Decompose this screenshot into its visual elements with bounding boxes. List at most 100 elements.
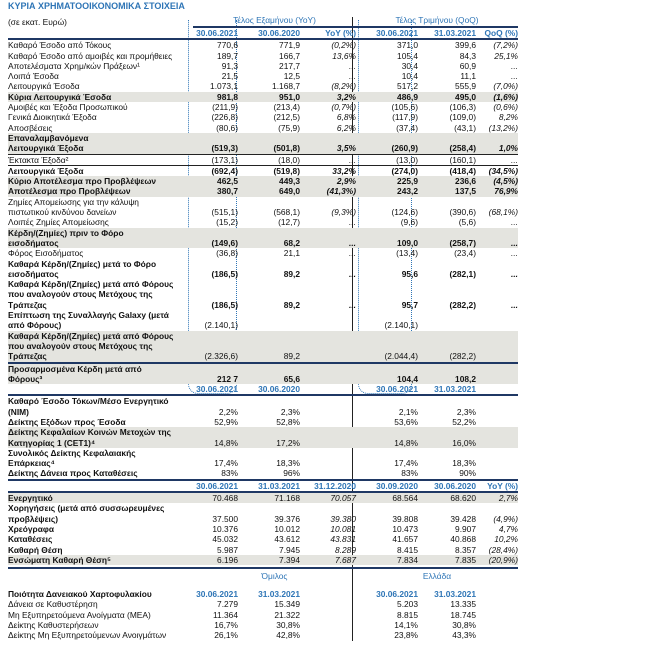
cell-value: 60,9 <box>459 60 476 71</box>
cell-value: (23,4) <box>454 248 476 259</box>
cell-value: 462,5 <box>217 176 238 187</box>
cell-value: 4,7% <box>498 523 518 534</box>
cell-value: 770,6 <box>217 40 238 51</box>
cell-value: (282,1) <box>449 268 476 279</box>
table-row: Χορηγήσεις (μετά από συσσωρευμένες προβλ… <box>8 503 518 524</box>
cell-value: 39.428 <box>450 513 476 524</box>
cell-value: (34,5%) <box>488 165 518 176</box>
row-label: Δείκτης Εξόδων προς Έσοδα <box>8 416 126 427</box>
table-row: Καθαρό Έσοδο από Τόκους 770,6 771,9 (0,2%) 3… <box>8 40 518 50</box>
row-label: Δείκτης Μη Εξυπηρετούμενων Ανοιγμάτων <box>8 630 167 641</box>
row-label: Καθαρό Έσοδο από αμοιβές και προμήθειες <box>8 50 173 61</box>
table-row: Ενσώματη Καθαρή Θέση⁵ 6.196 7.394 7.687 7.83… <box>8 554 518 566</box>
cell-value: 8.289 <box>335 544 356 555</box>
column-header: 31.12.2020 <box>314 480 356 491</box>
cell-value: 41.657 <box>392 534 418 545</box>
cell-value: 7.945 <box>279 544 300 555</box>
cell-value: (75,9) <box>278 122 300 133</box>
cell-value: 39.376 <box>274 513 300 524</box>
cell-value: 39.380 <box>330 513 356 524</box>
cell-value: 43,3% <box>452 630 476 641</box>
table-row: Καθαρά Κέρδη/(Ζημίες) μετά από Φόρους πο… <box>8 330 518 362</box>
table-row: Λειτουργικά Έσοδα 1.073,1 1.168,7 (8,2%) 517… <box>8 81 518 91</box>
row-label: Λοιπές Ζημίες Απομείωσης <box>8 217 109 228</box>
cell-value: (173,1) <box>211 154 238 165</box>
column-header: 31.03.2021 <box>434 589 476 600</box>
cell-value: 52,9% <box>214 416 238 427</box>
cell-value: 5.203 <box>397 599 418 610</box>
highlight-box-quarter <box>358 20 412 394</box>
cell-value: (20,9%) <box>488 554 518 565</box>
cell-value: 5.987 <box>217 544 238 555</box>
cell-value: 95,6 <box>401 268 418 279</box>
cell-value: (9,6) <box>400 217 418 228</box>
table-row: Επίπτωση της Συναλλαγής Galaxy (μετά από… <box>8 310 518 331</box>
cell-value: 105,4 <box>397 50 418 61</box>
cell-value: 84,3 <box>459 50 476 61</box>
table-row: Επαναλαμβανόμενα Λειτουργικά Έξοδα (519,3… <box>8 132 518 154</box>
cell-value: (28,4%) <box>488 544 518 555</box>
cell-value: ... <box>511 299 518 310</box>
row-label: Λοιπά Έσοδα <box>8 71 59 82</box>
column-header-row: Ποιότητα Δανειακού Χαρτοφυλακίου 30.06.20… <box>8 589 518 599</box>
cell-value: 30,8% <box>276 620 300 631</box>
cell-value: 68,2 <box>283 237 300 248</box>
table-row: Καθαρό Έσοδο από αμοιβές και προμήθειες 1… <box>8 51 518 61</box>
cell-value: (12,7) <box>278 217 300 228</box>
cell-value: 16,0% <box>452 437 476 448</box>
cell-value: 65,6 <box>283 373 300 384</box>
unit-label: (σε εκατ. Ευρώ) <box>8 17 67 27</box>
cell-value: (0,2%) <box>331 40 356 51</box>
row-label: Κύριο Αποτέλεσμα προ Προβλέψεων <box>8 176 157 187</box>
table-row: Αποτέλεσμα προ Προβλέψεων 380,7 649,0 (41,3… <box>8 186 518 197</box>
column-header: 30.06.2021 <box>196 589 238 600</box>
cell-value: (1,6%) <box>493 91 518 102</box>
cell-value: (282,2) <box>449 351 476 362</box>
cell-value: 68.564 <box>392 493 418 504</box>
cell-value: (568,1) <box>273 207 300 218</box>
cell-value: ... <box>349 248 356 259</box>
cell-value: 8.815 <box>397 609 418 620</box>
cell-value: 449,3 <box>279 176 300 187</box>
income-statement-section: 30.06.2021 30.06.2020 YoY (%) 30.06.2021 31.… <box>8 28 518 385</box>
cell-value: ... <box>349 237 356 248</box>
row-label: Έκτακτα Έξοδα² <box>8 154 69 165</box>
cell-value: (515,1) <box>211 207 238 218</box>
cell-value: 380,7 <box>217 186 238 197</box>
cell-value: 91,3 <box>221 60 238 71</box>
cell-value: 23,8% <box>394 630 418 641</box>
table-row: Ζημίες Απομείωσης για την κάλυψη πιστωτι… <box>8 197 518 218</box>
column-header: 30.06.2021 <box>376 28 418 38</box>
row-label: Καθαρά Κέρδη/(Ζημίες) μετά από Φόρους πο… <box>8 330 174 362</box>
cell-value: (519,3) <box>211 143 238 154</box>
table-row: Κύριο Αποτέλεσμα προ Προβλέψεων 462,5 449,… <box>8 176 518 187</box>
table-row: Αποτελέσματα Χρημ/κών Πράξεων¹ 91,3 217,7.… <box>8 61 518 71</box>
cell-value: (186,5) <box>211 299 238 310</box>
group-label-greece: Ελλάδα <box>422 571 452 582</box>
cell-value: (149,6) <box>211 237 238 248</box>
cell-value: 11,1 <box>460 71 476 82</box>
cell-value: (258,7) <box>449 237 476 248</box>
table-row: Δείκτης Καθυστερήσεων 16,7% 30,8% 14,1% 30,8… <box>8 620 518 630</box>
row-label: Χορηγήσεις (μετά από συσσωρευμένες προβλ… <box>8 503 165 524</box>
cell-value: 951,0 <box>279 91 300 102</box>
column-header: 30.06.2020 <box>258 28 300 38</box>
row-label: Λειτουργικά Έξοδα <box>8 165 84 176</box>
cell-value: 14,8% <box>214 437 238 448</box>
cell-value: (13,0) <box>396 154 418 165</box>
cell-value: 495,0 <box>455 91 476 102</box>
cell-value: (186,5) <box>211 268 238 279</box>
cell-value: (212,5) <box>273 112 300 123</box>
cell-value: 7.394 <box>279 554 300 565</box>
financial-table: (σε εκατ. Ευρώ) Τέλος Εξαμήνου (YoY) Τέλ… <box>8 14 518 641</box>
group-label-group: Όμιλος <box>261 571 288 582</box>
cell-value: (390,6) <box>449 207 476 218</box>
cell-value: 53,6% <box>394 416 418 427</box>
table-row: Αποσβέσεις (80,6) (75,9) 6,2% (37,4) (43,1) (1… <box>8 123 518 133</box>
row-label: Δάνεια σε Καθυστέρηση <box>8 599 98 610</box>
cell-value: 7.835 <box>455 554 476 565</box>
cell-value: 89,2 <box>283 268 300 279</box>
cell-value: 52,2% <box>452 416 476 427</box>
table-row: Χρεόγραφα 10.376 10.012 10.081 10.473 9.907 4,… <box>8 524 518 534</box>
cell-value: (109,0) <box>449 112 476 123</box>
